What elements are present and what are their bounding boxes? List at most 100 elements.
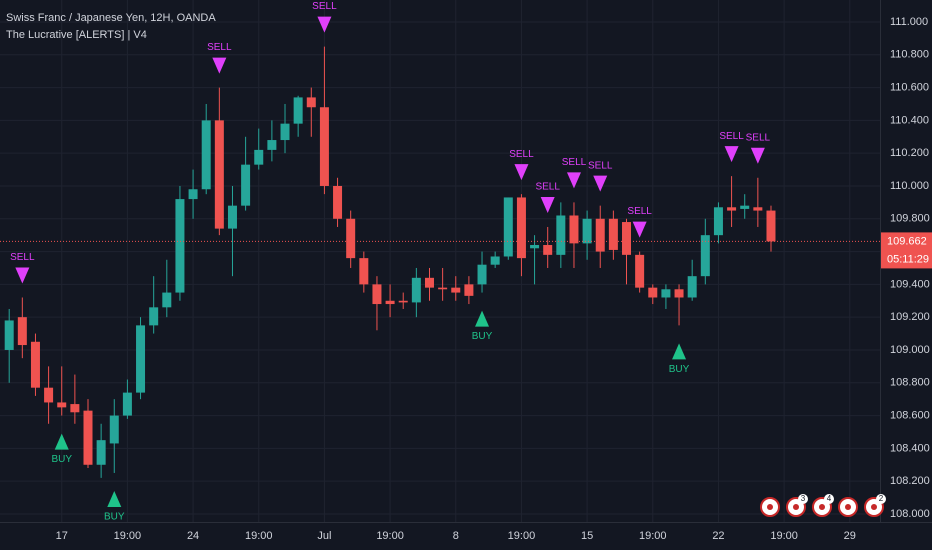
candle-body [569, 215, 579, 244]
sell-label: SELL [627, 206, 652, 217]
candle-body [241, 164, 251, 206]
candle-body [175, 199, 185, 293]
candle-body [306, 97, 316, 108]
x-tick-label: 24 [187, 530, 199, 542]
candle-body [477, 264, 487, 285]
candle-body [280, 123, 290, 141]
candle-body [516, 197, 526, 259]
candle-body [700, 235, 710, 277]
candle-body [122, 392, 132, 416]
candle-body [543, 245, 553, 255]
x-tick-label: 19:00 [508, 530, 536, 542]
candle-body [227, 205, 237, 229]
sell-arrow [317, 16, 332, 33]
event-icon-core [819, 504, 825, 510]
x-tick-label: 19:00 [376, 530, 404, 542]
buy-label: BUY [472, 331, 493, 342]
event-count: 3 [801, 494, 806, 503]
candle-body [674, 289, 684, 298]
sell-arrow [593, 175, 608, 192]
candle-body [17, 317, 27, 346]
candle-body [57, 402, 67, 408]
sell-arrow [724, 146, 739, 163]
y-tick-label: 108.200 [890, 475, 930, 487]
y-tick-label: 108.000 [890, 508, 930, 520]
sell-arrow [514, 164, 529, 181]
sell-arrow [632, 221, 647, 238]
candle-body [608, 218, 618, 250]
candle-body [319, 107, 329, 186]
candle-body [661, 289, 671, 298]
y-tick-label: 108.800 [890, 377, 930, 389]
candle-body [44, 387, 54, 403]
x-tick-label: 17 [56, 530, 68, 542]
y-tick-label: 111.000 [890, 16, 928, 28]
sell-arrow [750, 147, 765, 164]
sell-arrow [540, 196, 555, 213]
candle-body [201, 120, 211, 190]
y-tick-label: 110.600 [890, 81, 929, 93]
candle-body [372, 284, 382, 305]
candle-body [713, 207, 723, 236]
event-badge [876, 494, 886, 504]
candle-body [438, 287, 448, 290]
sell-arrow [212, 57, 227, 74]
buy-label: BUY [51, 454, 72, 465]
sell-label: SELL [746, 132, 771, 143]
event-count: 4 [827, 494, 832, 503]
candle-body [622, 222, 632, 255]
candle-body [740, 205, 750, 209]
candle-body [595, 218, 605, 252]
chart-title: Swiss Franc / Japanese Yen, 12H, OANDA [6, 12, 216, 24]
price-label-box [881, 232, 932, 269]
y-tick-label: 109.800 [890, 213, 930, 225]
countdown-label: 05:11:29 [887, 253, 929, 265]
candle-body [30, 341, 40, 388]
candle-body [753, 207, 763, 211]
candle-body [109, 415, 119, 444]
x-tick-label: 8 [453, 530, 459, 542]
candle-body [530, 245, 540, 249]
x-tick-label: 19:00 [114, 530, 142, 542]
sell-label: SELL [562, 157, 587, 168]
buy-arrow [54, 433, 69, 450]
candle-body [149, 307, 159, 326]
candle-body [385, 300, 395, 305]
candle-body [83, 410, 93, 465]
event-count: 2 [879, 494, 884, 503]
event-icon-core [845, 504, 851, 510]
sell-label: SELL [207, 42, 232, 53]
candle-body [451, 287, 461, 293]
event-badge [798, 494, 808, 504]
y-tick-label: 109.000 [890, 344, 930, 356]
y-tick-label: 110.800 [890, 49, 929, 61]
candle-body [136, 325, 146, 393]
candle-body [4, 320, 14, 350]
buy-label: BUY [669, 364, 690, 375]
indicator-name: The Lucrative [ALERTS] | V4 [6, 29, 147, 41]
sell-label: SELL [588, 160, 613, 171]
candle-body [503, 197, 513, 257]
sell-label: SELL [509, 149, 534, 160]
buy-arrow [672, 343, 687, 360]
event-badge [824, 494, 834, 504]
event-icon-core [793, 504, 799, 510]
price-label: 109.662 [887, 235, 927, 247]
candle-body [254, 149, 264, 165]
sell-label: SELL [312, 1, 337, 12]
candle-body [70, 404, 80, 413]
candle-body [490, 256, 500, 265]
buy-arrow [107, 490, 122, 507]
sell-arrow [566, 172, 581, 189]
sell-label: SELL [719, 131, 744, 142]
event-icon-core [767, 504, 773, 510]
y-tick-label: 109.400 [890, 278, 930, 290]
candle-body [333, 185, 343, 219]
candle-body [96, 440, 106, 465]
buy-arrow [475, 310, 490, 327]
y-tick-label: 110.000 [890, 180, 929, 192]
candle-body [464, 284, 474, 296]
x-tick-label: 29 [844, 530, 856, 542]
